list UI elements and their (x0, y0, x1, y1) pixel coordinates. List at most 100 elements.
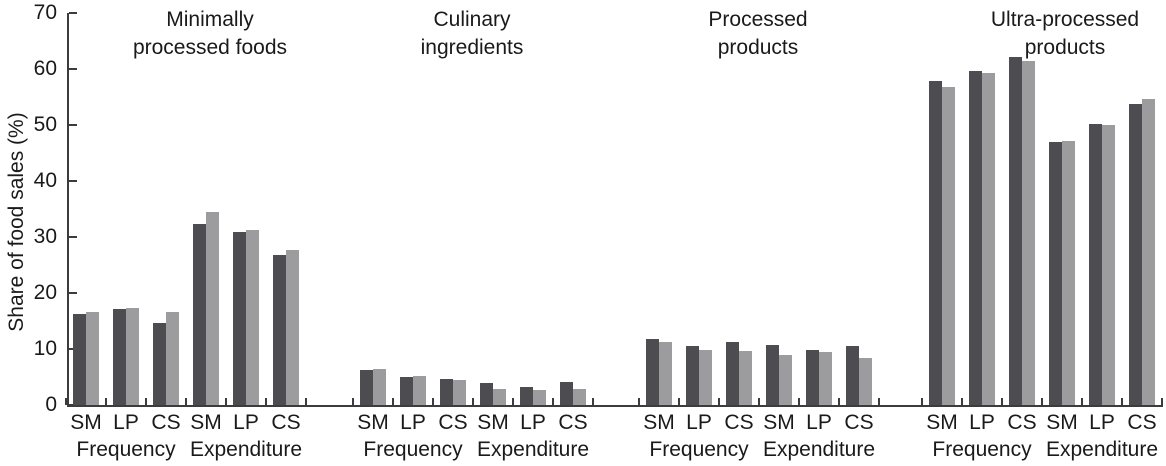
bar-dark (153, 322, 166, 405)
bar-light (493, 388, 506, 405)
bar-dark (846, 346, 859, 405)
group-title: Processed products (708, 6, 807, 62)
x-tick-label: CS (558, 411, 588, 434)
x-tick (1161, 398, 1163, 405)
bar-dark (1009, 57, 1022, 405)
x-tick-label: SM (643, 411, 675, 434)
x-tick (921, 398, 923, 405)
x-tick-label: LP (233, 411, 259, 434)
bar-light (573, 388, 586, 405)
bar-light (453, 380, 466, 405)
bar-dark (969, 70, 982, 405)
bar-light (982, 73, 995, 405)
bar-light (819, 351, 832, 405)
y-tick (69, 124, 77, 126)
x-tick (592, 398, 594, 405)
group-title-line: Ultra-processed (990, 8, 1140, 31)
y-tick-label: 60 (33, 57, 57, 80)
bar-dark (360, 370, 373, 405)
bar-light (126, 308, 139, 405)
bar-dark (73, 314, 86, 405)
bar-dark (766, 344, 779, 405)
group-title: Minimally processed foods (133, 6, 287, 62)
y-tick-label: 30 (33, 225, 57, 248)
axis-section-label: Expenditure (476, 438, 590, 461)
x-tick (305, 398, 307, 405)
bar-dark (233, 231, 246, 405)
bar-light (413, 375, 426, 405)
bar-dark (929, 81, 942, 405)
bar-light (166, 312, 179, 405)
x-tick-label: CS (844, 411, 874, 434)
x-tick (65, 398, 67, 405)
group-title: Culinary ingredients (421, 6, 524, 62)
x-tick (225, 398, 227, 405)
axis-section-label: Expenditure (1045, 438, 1159, 461)
bar-dark (440, 379, 453, 405)
bar-light (659, 342, 672, 405)
y-tick-label: 20 (33, 281, 57, 304)
axis-section-label: Frequency (76, 438, 176, 461)
y-tick-label: 50 (33, 113, 57, 136)
group-title: Ultra-processed products (991, 6, 1139, 62)
bar-dark (193, 223, 206, 405)
bar-light (1062, 140, 1075, 405)
y-tick-label: 0 (45, 393, 57, 416)
x-tick (718, 398, 720, 405)
x-tick-label: LP (969, 411, 995, 434)
x-tick-label: CS (1007, 411, 1037, 434)
x-tick (758, 398, 760, 405)
x-tick-label: SM (190, 411, 222, 434)
bar-light (942, 86, 955, 405)
x-tick (838, 398, 840, 405)
group-title-line: products (717, 36, 799, 59)
bar-dark (686, 346, 699, 405)
x-tick (1121, 398, 1123, 405)
x-tick (552, 398, 554, 405)
bar-dark (1089, 123, 1102, 405)
x-tick (1081, 398, 1083, 405)
group-title-line: ingredients (420, 36, 524, 59)
x-tick-label: LP (1089, 411, 1115, 434)
y-axis-line (67, 13, 69, 407)
axis-section-label: Expenditure (189, 438, 303, 461)
x-tick-label: CS (438, 411, 468, 434)
x-tick (185, 398, 187, 405)
x-axis-line (67, 405, 1163, 407)
x-tick (432, 398, 434, 405)
bar-dark (480, 383, 493, 405)
x-tick (352, 398, 354, 405)
y-tick (69, 180, 77, 182)
bar-light (699, 349, 712, 405)
x-tick (105, 398, 107, 405)
group-title-line: products (1024, 36, 1106, 59)
bar-dark (806, 350, 819, 405)
x-tick-label: LP (400, 411, 426, 434)
bar-dark (726, 341, 739, 405)
x-tick-label: SM (70, 411, 102, 434)
x-tick-label: CS (1127, 411, 1157, 434)
bar-light (533, 390, 546, 405)
bar-light (373, 368, 386, 405)
bar-dark (273, 255, 286, 405)
bar-dark (1049, 141, 1062, 405)
y-tick (69, 68, 77, 70)
bar-light (859, 357, 872, 405)
x-tick (472, 398, 474, 405)
group-title-line: Minimally (166, 8, 254, 31)
y-tick (69, 292, 77, 294)
axis-section-label: Expenditure (762, 438, 876, 461)
x-tick-label: LP (686, 411, 712, 434)
y-tick (69, 404, 77, 406)
bar-light (86, 312, 99, 405)
x-tick (1001, 398, 1003, 405)
bar-light (246, 230, 259, 405)
x-tick-label: LP (520, 411, 546, 434)
y-tick-label: 10 (33, 337, 57, 360)
bar-light (779, 355, 792, 405)
x-tick (878, 398, 880, 405)
group-title-line: Processed (708, 8, 808, 31)
y-tick (69, 236, 77, 238)
bar-light (1022, 61, 1035, 405)
